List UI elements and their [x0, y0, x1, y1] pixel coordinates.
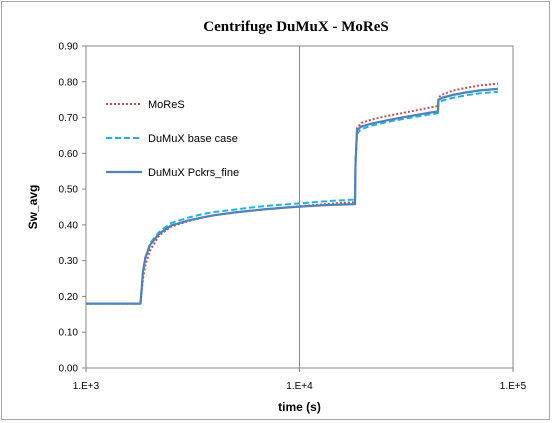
y-tick-label: 0.90 — [59, 42, 79, 53]
legend-label: DuMuX base case — [148, 133, 238, 145]
chart-title: Centrifuge DuMuX - MoReS — [203, 19, 388, 35]
y-tick-label: 0.30 — [59, 256, 79, 267]
y-tick-label: 0.80 — [59, 77, 79, 88]
chart-frame — [1, 1, 550, 420]
y-tick-label: 0.60 — [59, 149, 79, 160]
x-tick-label: 1.E+5 — [500, 381, 527, 392]
legend-label: DuMuX Pckrs_fine — [148, 167, 239, 179]
x-tick-label: 1.E+3 — [73, 381, 100, 392]
y-axis-title: Sw_avg — [26, 185, 40, 230]
series-line-3 — [86, 87, 498, 305]
legend: MoReS DuMuX base case DuMuX Pckrs_fine — [106, 99, 239, 179]
x-axis-ticks: 1.E+3 1.E+4 1.E+5 — [73, 368, 527, 392]
y-tick-label: 0.00 — [59, 364, 79, 375]
series-line-2 — [86, 90, 498, 305]
x-axis-title: time (s) — [278, 400, 321, 414]
y-tick-label: 0.70 — [59, 113, 79, 124]
x-tick-label: 1.E+4 — [286, 381, 313, 392]
series-lines — [86, 82, 498, 305]
series-line-1 — [86, 82, 498, 305]
y-tick-label: 0.40 — [59, 220, 79, 231]
y-axis-ticks: 0.00 0.10 0.20 0.30 0.40 0.50 0.60 0.70 0.80 0.90 — [59, 42, 86, 375]
y-tick-label: 0.20 — [59, 292, 79, 303]
y-tick-label: 0.10 — [59, 328, 79, 339]
y-tick-label: 0.50 — [59, 185, 79, 196]
legend-label: MoReS — [148, 99, 185, 111]
